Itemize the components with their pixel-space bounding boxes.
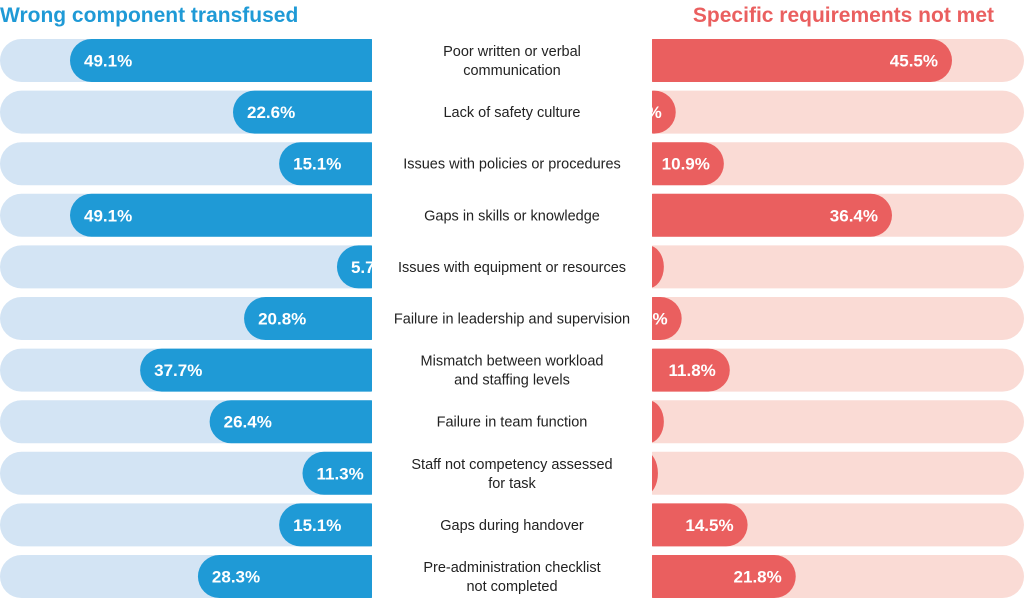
right-track	[632, 348, 1024, 392]
right-value-label: 1.8%	[611, 413, 650, 432]
label-panel	[372, 396, 652, 448]
left-track	[0, 451, 392, 495]
category-label: Failure in team function	[437, 415, 588, 431]
category-label-line: Poor written or verbal	[443, 44, 581, 60]
label-panel	[372, 189, 652, 241]
left-value-label: 28.3%	[212, 568, 260, 587]
right-value-label: 4.5%	[629, 310, 668, 329]
right-track	[632, 245, 1024, 289]
category-label-line: Failure in team function	[437, 415, 588, 431]
right-value-label: 0.9%	[605, 464, 644, 483]
left-value-label: 20.8%	[258, 310, 306, 329]
category-label: Gaps during handover	[440, 518, 584, 534]
right-value-label: 45.5%	[890, 52, 938, 71]
label-panel	[372, 293, 652, 344]
category-label-line: Pre-administration checklist	[423, 560, 600, 576]
left-bar	[244, 297, 392, 340]
left-bar	[70, 193, 392, 237]
right-value-label: 36.4%	[830, 206, 878, 225]
label-panel	[372, 499, 652, 551]
right-bar	[632, 555, 796, 598]
left-value-label: 11.3%	[316, 464, 363, 483]
category-label-line: Issues with equipment or resources	[398, 260, 626, 276]
right-bar	[632, 39, 952, 82]
left-value-label: 15.1%	[293, 155, 341, 174]
right-track	[632, 451, 1024, 495]
category-label-line: Gaps in skills or knowledge	[424, 208, 600, 224]
left-bar	[209, 400, 392, 444]
category-label-line: Lack of safety culture	[443, 105, 580, 121]
right-value-label: 14.5%	[685, 516, 733, 535]
right-series-title: Specific requirements not met	[692, 4, 994, 27]
label-panel	[372, 447, 652, 499]
label-panel	[372, 551, 652, 602]
right-bar	[632, 348, 730, 392]
right-track	[632, 142, 1024, 186]
left-track	[0, 245, 392, 289]
left-bar	[302, 451, 392, 495]
category-label: Issues with policies or procedures	[403, 157, 621, 173]
left-value-label: 26.4%	[224, 413, 272, 432]
left-bar	[70, 39, 392, 82]
left-value-label: 37.7%	[154, 361, 202, 380]
category-label-line: Staff not competency assessed	[411, 457, 612, 473]
right-bar	[632, 193, 892, 237]
category-label: Pre-administration checklist not complete…	[423, 560, 600, 595]
right-track	[632, 400, 1024, 444]
category-label: Issues with equipment or resources	[398, 260, 626, 276]
category-label-line: Failure in leadership and supervision	[394, 312, 630, 328]
category-label-line: communication	[463, 63, 561, 79]
category-label-line: Issues with policies or procedures	[403, 157, 621, 173]
left-value-label: 49.1%	[84, 206, 132, 225]
category-label-line: for task	[488, 476, 536, 492]
left-bar	[279, 503, 392, 547]
right-value-label: 11.8%	[669, 361, 716, 380]
left-value-label: 49.1%	[84, 52, 132, 71]
right-value-label: 10.9%	[662, 155, 710, 174]
label-panel	[372, 344, 652, 396]
label-panel	[372, 35, 652, 86]
category-label-line: Gaps during handover	[440, 518, 584, 534]
left-value-label: 15.1%	[293, 516, 341, 535]
left-value-label: 22.6%	[247, 103, 295, 122]
category-label: Lack of safety culture	[443, 105, 580, 121]
left-bar	[279, 142, 392, 186]
right-bar	[632, 503, 748, 547]
right-value-label: 21.8%	[734, 568, 782, 587]
category-label-line: Mismatch between workload	[421, 354, 604, 370]
right-value-label: 1.8%	[611, 258, 650, 277]
category-label: Poor written or verbal communication	[443, 44, 581, 79]
right-track	[632, 90, 1024, 134]
category-label: Mismatch between workload and staffing le…	[421, 354, 604, 389]
category-label: Staff not competency assessed for task	[411, 457, 612, 492]
left-series-title: Wrong component transfused	[0, 4, 299, 27]
right-bar	[632, 142, 724, 186]
category-label: Failure in leadership and supervision	[394, 312, 630, 328]
category-label-line: and staffing levels	[454, 373, 570, 389]
left-bar	[232, 90, 392, 134]
category-label-line: not completed	[466, 579, 557, 595]
right-value-label: 3.6%	[623, 103, 662, 122]
label-panel	[372, 241, 652, 293]
left-value-label: 5.7%	[351, 258, 390, 277]
left-bar	[140, 348, 392, 392]
category-label: Gaps in skills or knowledge	[424, 208, 600, 224]
label-panel	[372, 86, 652, 138]
right-track	[632, 297, 1024, 340]
label-panel	[372, 138, 652, 190]
left-bar	[197, 555, 392, 598]
